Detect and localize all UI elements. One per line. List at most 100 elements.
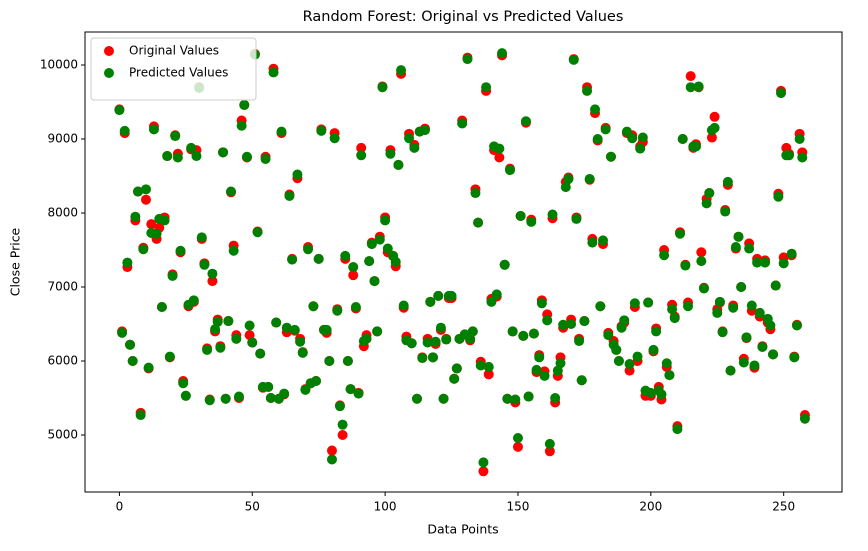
point [717,327,728,338]
point [544,438,555,449]
point [483,369,494,380]
point [170,131,181,142]
point [462,54,473,65]
point [722,176,733,187]
point [393,159,404,170]
point [446,290,457,301]
point [390,256,401,267]
point [582,85,593,96]
point [337,419,348,430]
legend: Original Values Predicted Values [90,37,257,101]
point [374,234,385,245]
point [523,391,534,402]
point [396,65,407,76]
point [635,143,646,154]
point [547,209,558,220]
point [372,326,383,337]
point [558,319,569,330]
point [361,333,372,344]
point [475,360,486,371]
point [284,190,295,201]
point [568,54,579,65]
point [342,356,353,367]
point [345,384,356,395]
y-axis-label: Close Price [8,227,23,296]
point [329,133,340,144]
point [223,316,234,327]
point [164,351,175,362]
point [422,337,433,348]
point [579,316,590,327]
point [156,301,167,312]
point [709,122,720,133]
point [191,151,202,162]
y-tick-label: 8000 [47,206,78,220]
point [215,342,226,353]
point [590,104,601,115]
point [220,393,231,404]
point [539,370,550,381]
point [783,150,794,161]
point [587,237,598,248]
point [340,250,351,261]
point [151,228,162,239]
x-tick-label: 50 [245,500,260,514]
point [605,151,616,162]
point [350,301,361,312]
point [515,210,526,221]
legend-label: Predicted Values [129,66,228,80]
point [584,173,595,184]
point [706,132,717,143]
point [326,454,337,465]
point [510,394,521,405]
point [438,393,449,404]
point [143,362,154,373]
point [369,276,380,287]
point [738,357,749,368]
point [629,298,640,309]
legend-label: Original Values [129,44,219,58]
point [138,244,149,255]
point [348,270,359,281]
point [244,320,255,331]
point [797,152,808,163]
point [494,152,505,163]
point [119,125,130,136]
point [648,344,659,355]
point [406,338,417,349]
point [733,231,744,242]
point [560,182,571,193]
point [321,324,332,335]
point [685,82,696,93]
point [313,253,324,264]
point [364,256,375,267]
point [289,324,300,335]
point [770,280,781,291]
point [619,315,630,326]
point [595,301,606,312]
point [122,257,133,268]
point [502,393,513,404]
point [531,364,542,375]
point [146,219,157,230]
point [430,336,441,347]
point [645,387,656,398]
point [348,262,359,273]
point [473,217,484,228]
point [667,304,678,315]
point [600,124,611,135]
point [292,169,303,180]
point [268,67,279,78]
point [486,296,497,307]
point [281,322,292,333]
point [494,143,505,154]
point [789,352,800,363]
point [279,388,290,399]
point [752,257,763,268]
point [255,348,266,359]
point [555,358,566,369]
point [130,211,141,222]
point [326,445,337,456]
point [337,430,348,441]
point [696,247,707,258]
